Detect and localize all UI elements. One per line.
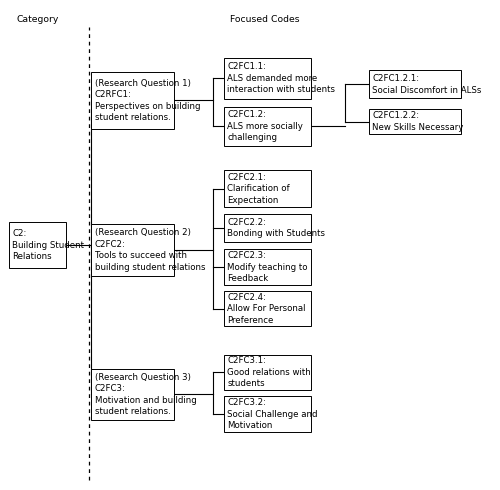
FancyBboxPatch shape (224, 171, 311, 207)
FancyBboxPatch shape (224, 58, 311, 99)
Text: C2FC1.2:
ALS more socially
challenging: C2FC1.2: ALS more socially challenging (227, 110, 303, 143)
Text: C2FC2.2:
Bonding with Students: C2FC2.2: Bonding with Students (227, 218, 325, 238)
Text: C2FC1.2.1:
Social Discomfort in ALSs: C2FC1.2.1: Social Discomfort in ALSs (372, 74, 482, 95)
FancyBboxPatch shape (91, 368, 174, 420)
Text: C2FC1.1:
ALS demanded more
interaction with students: C2FC1.1: ALS demanded more interaction w… (227, 62, 335, 95)
FancyBboxPatch shape (368, 109, 461, 134)
FancyBboxPatch shape (91, 224, 174, 275)
FancyBboxPatch shape (91, 72, 174, 128)
Text: Focused Codes: Focused Codes (230, 15, 300, 24)
Text: (Research Question 3)
C2FC3:
Motivation and building
student relations.: (Research Question 3) C2FC3: Motivation … (95, 373, 196, 416)
FancyBboxPatch shape (224, 396, 311, 432)
Text: C2FC2.1:
Clarification of
Expectation: C2FC2.1: Clarification of Expectation (227, 172, 290, 205)
FancyBboxPatch shape (224, 355, 311, 390)
Text: (Research Question 1)
C2RFC1:
Perspectives on building
student relations.: (Research Question 1) C2RFC1: Perspectiv… (95, 79, 200, 122)
Text: Category: Category (16, 15, 58, 24)
FancyBboxPatch shape (368, 70, 461, 98)
Text: C2FC1.2.2:
New Skills Necessary: C2FC1.2.2: New Skills Necessary (372, 111, 464, 132)
Text: (Research Question 2)
C2FC2:
Tools to succeed with
building student relations: (Research Question 2) C2FC2: Tools to su… (95, 228, 206, 271)
Text: C2FC3.1:
Good relations with
students: C2FC3.1: Good relations with students (227, 356, 311, 389)
Text: C2FC2.3:
Modify teaching to
Feedback: C2FC2.3: Modify teaching to Feedback (227, 251, 308, 283)
Text: C2:
Building Student
Relations: C2: Building Student Relations (12, 229, 84, 261)
FancyBboxPatch shape (224, 107, 311, 146)
Text: C2FC3.2:
Social Challenge and
Motivation: C2FC3.2: Social Challenge and Motivation (227, 398, 318, 430)
FancyBboxPatch shape (224, 291, 311, 326)
FancyBboxPatch shape (8, 221, 66, 269)
Text: C2FC2.4:
Allow For Personal
Preference: C2FC2.4: Allow For Personal Preference (227, 293, 306, 325)
FancyBboxPatch shape (224, 249, 311, 285)
FancyBboxPatch shape (224, 214, 311, 242)
